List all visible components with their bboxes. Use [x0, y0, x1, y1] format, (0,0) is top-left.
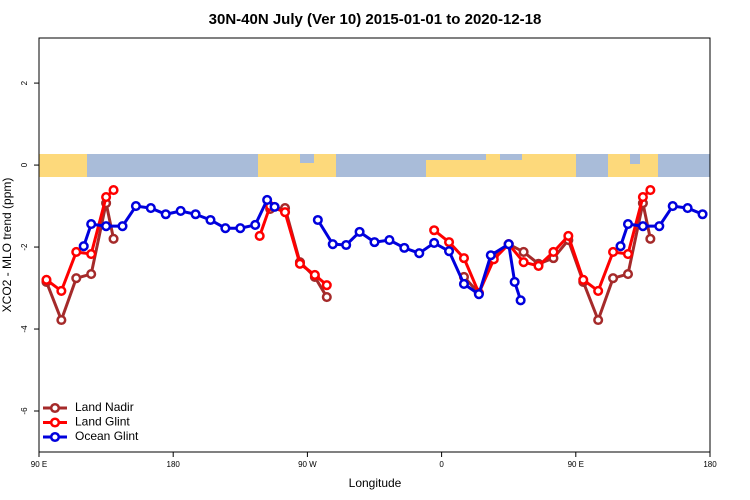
point: [414, 248, 425, 259]
x-tick-label: 90 E: [31, 460, 47, 469]
map-strip: [39, 154, 710, 177]
point: [622, 219, 634, 230]
y-tick-label: 0: [20, 162, 29, 167]
point: [71, 246, 82, 258]
point: [399, 242, 410, 253]
point: [250, 219, 261, 230]
y-axis-label: XCO2 - MLO trend (ppm): [0, 178, 14, 313]
point: [108, 233, 119, 244]
point: [56, 314, 67, 326]
legend-marker: [49, 431, 61, 443]
point: [615, 241, 626, 252]
x-tick-label: 180: [703, 460, 717, 469]
legend-marker: [49, 402, 61, 414]
point: [220, 223, 231, 234]
point: [321, 292, 332, 303]
point: [321, 280, 332, 291]
point: [108, 185, 119, 196]
point: [205, 214, 216, 226]
point: [160, 209, 171, 220]
point: [384, 235, 395, 246]
point: [622, 269, 634, 280]
x-tick-label: 180: [167, 460, 181, 469]
point: [294, 258, 305, 269]
point: [341, 239, 352, 251]
point: [312, 214, 323, 226]
point: [608, 246, 619, 258]
x-tick-label: 90 W: [298, 460, 317, 469]
point: [473, 289, 484, 300]
point: [429, 225, 440, 236]
point: [637, 191, 648, 203]
y-tick-label: -4: [20, 325, 29, 333]
point: [130, 201, 141, 212]
point: [593, 285, 604, 296]
point: [175, 205, 186, 217]
point: [697, 209, 708, 220]
point: [86, 269, 97, 280]
point: [458, 253, 470, 264]
point: [269, 201, 280, 212]
y-tick-label: -6: [20, 407, 29, 415]
point: [327, 239, 338, 250]
y-tick-label: -2: [20, 243, 29, 251]
point: [682, 203, 693, 214]
point: [56, 285, 67, 296]
point: [279, 207, 291, 218]
x-tick-label: 0: [439, 460, 444, 469]
legend-label: Land Glint: [75, 415, 130, 429]
point: [667, 201, 678, 212]
point: [458, 278, 470, 289]
point: [485, 250, 496, 261]
series-line: [45, 202, 652, 325]
x-axis-label: Longitude: [349, 476, 402, 490]
point: [645, 233, 656, 244]
point: [622, 248, 634, 260]
point: [86, 248, 97, 260]
point: [41, 274, 52, 285]
point: [429, 237, 440, 249]
point: [637, 221, 648, 232]
point: [78, 241, 89, 252]
point: [563, 230, 574, 242]
chart-title: 30N-40N July (Ver 10) 2015-01-01 to 2020…: [209, 11, 542, 28]
y-tick-label: 2: [20, 80, 29, 85]
point: [593, 314, 604, 326]
point: [645, 185, 656, 196]
legend-marker: [49, 417, 61, 428]
point: [444, 237, 455, 248]
point: [101, 191, 112, 203]
point: [578, 274, 589, 285]
point: [235, 223, 246, 234]
point: [354, 226, 365, 237]
point: [548, 246, 559, 258]
point: [503, 239, 514, 250]
point: [444, 246, 455, 257]
point: [117, 221, 128, 232]
legend-label: Ocean Glint: [75, 429, 139, 443]
point: [369, 237, 380, 248]
legend-label: Land Nadir: [75, 400, 134, 414]
point: [518, 246, 529, 258]
point: [509, 276, 520, 287]
point: [654, 221, 665, 232]
point: [309, 269, 320, 280]
point: [190, 209, 201, 220]
point: [533, 260, 544, 271]
point: [608, 273, 619, 284]
point: [101, 221, 112, 232]
point: [86, 219, 97, 230]
x-tick-label: 90 E: [568, 460, 584, 469]
point: [262, 194, 273, 205]
point: [145, 203, 156, 214]
point: [71, 273, 82, 284]
point: [518, 257, 529, 268]
point: [254, 230, 265, 242]
plot-frame: [38, 37, 711, 453]
point: [515, 295, 526, 306]
